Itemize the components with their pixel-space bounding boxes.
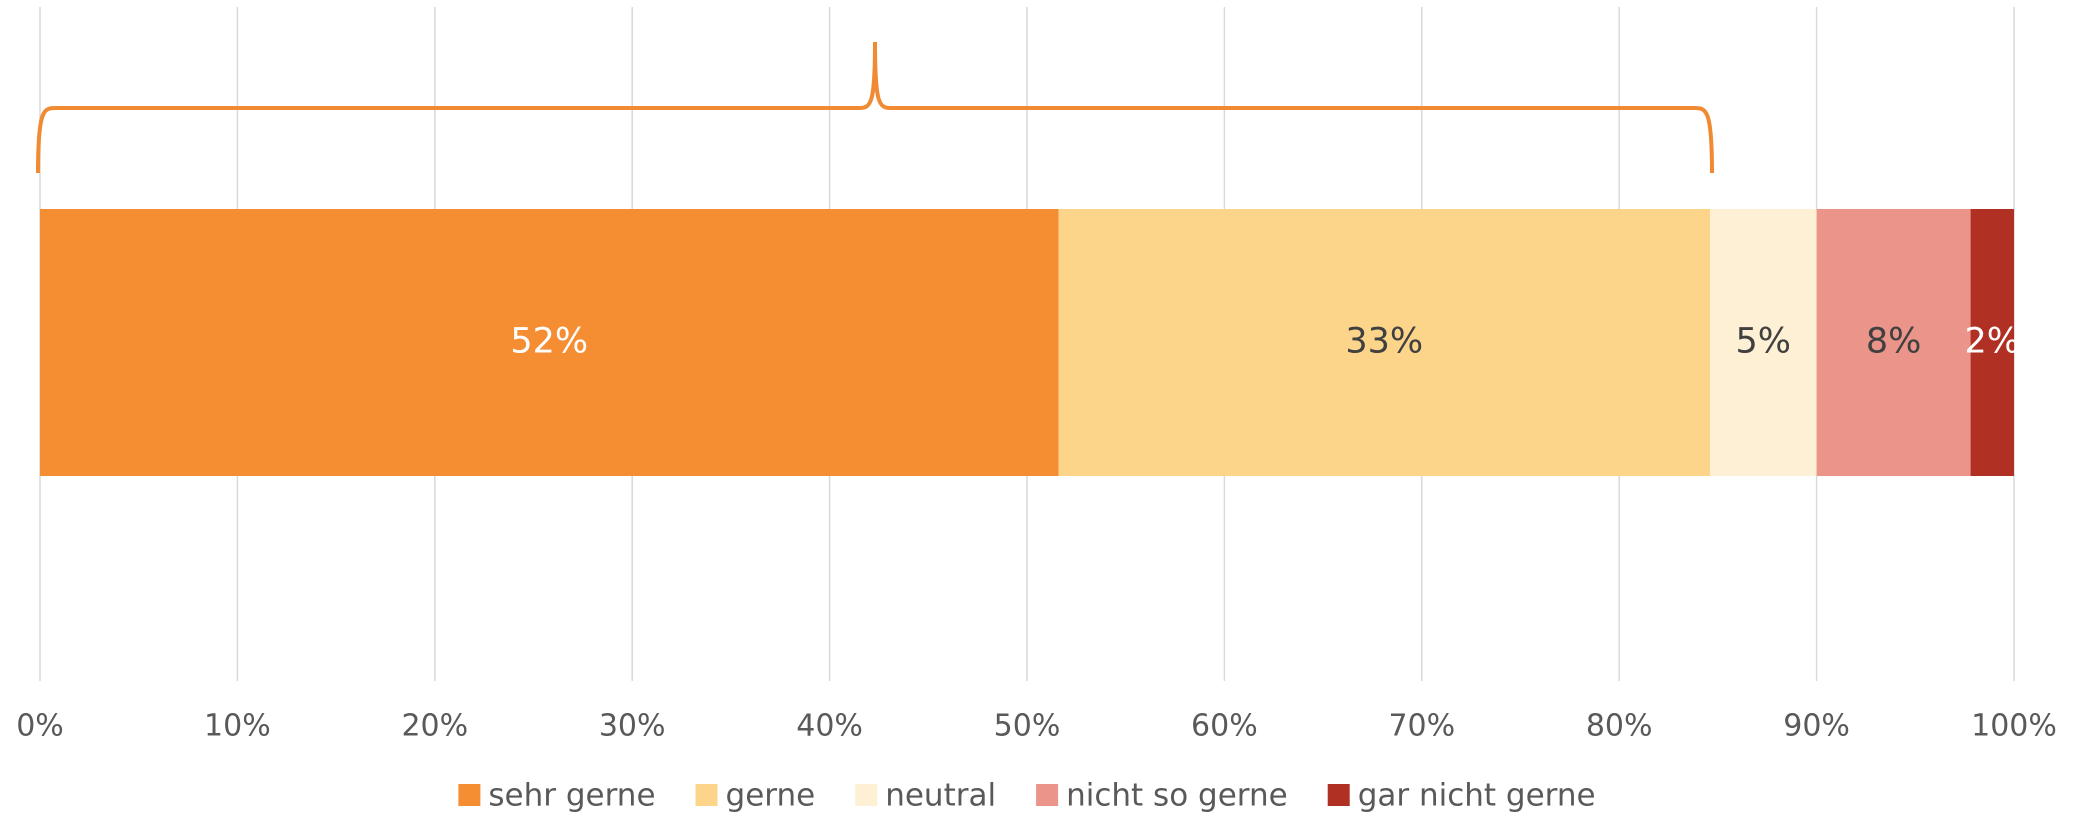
bar-segment — [1816, 209, 1971, 476]
data-label: 33% — [1345, 322, 1423, 362]
x-tick-label: 100% — [1971, 709, 2057, 744]
legend-label: neutral — [885, 778, 996, 814]
x-tick-label: 20% — [401, 709, 468, 744]
x-tick-label: 90% — [1783, 709, 1850, 744]
x-tick-label: 70% — [1388, 709, 1455, 744]
data-label: 52% — [510, 322, 588, 362]
legend-swatch — [458, 784, 481, 806]
bar-segment — [40, 209, 1059, 476]
x-tick-label: 80% — [1586, 709, 1653, 744]
data-label: 2% — [1965, 322, 2021, 362]
bracket — [36, 41, 1714, 174]
legend-swatch — [695, 784, 718, 806]
x-tick-label: 40% — [796, 709, 863, 744]
bar-segment — [1058, 209, 1711, 476]
x-tick-label: 30% — [599, 709, 666, 744]
x-tick-label: 50% — [994, 709, 1061, 744]
legend-swatch — [1036, 784, 1059, 806]
legend-label: gar nicht gerne — [1358, 778, 1596, 814]
x-tick-label: 0% — [16, 709, 64, 744]
legend: sehr gerne gerne neutral nicht so gerne gar … — [458, 778, 1596, 814]
bar-segment — [1970, 209, 2014, 476]
data-label: 8% — [1866, 322, 1922, 362]
legend-swatch — [855, 784, 878, 806]
bar-segment — [1710, 209, 1817, 476]
legend-label: nicht so gerne — [1066, 778, 1288, 814]
legend-label: sehr gerne — [488, 778, 655, 814]
legend-label: gerne — [726, 778, 816, 814]
x-tick-label: 10% — [204, 709, 271, 744]
legend-swatch — [1327, 784, 1350, 806]
x-tick-label: 60% — [1191, 709, 1258, 744]
data-label: 5% — [1736, 322, 1792, 362]
